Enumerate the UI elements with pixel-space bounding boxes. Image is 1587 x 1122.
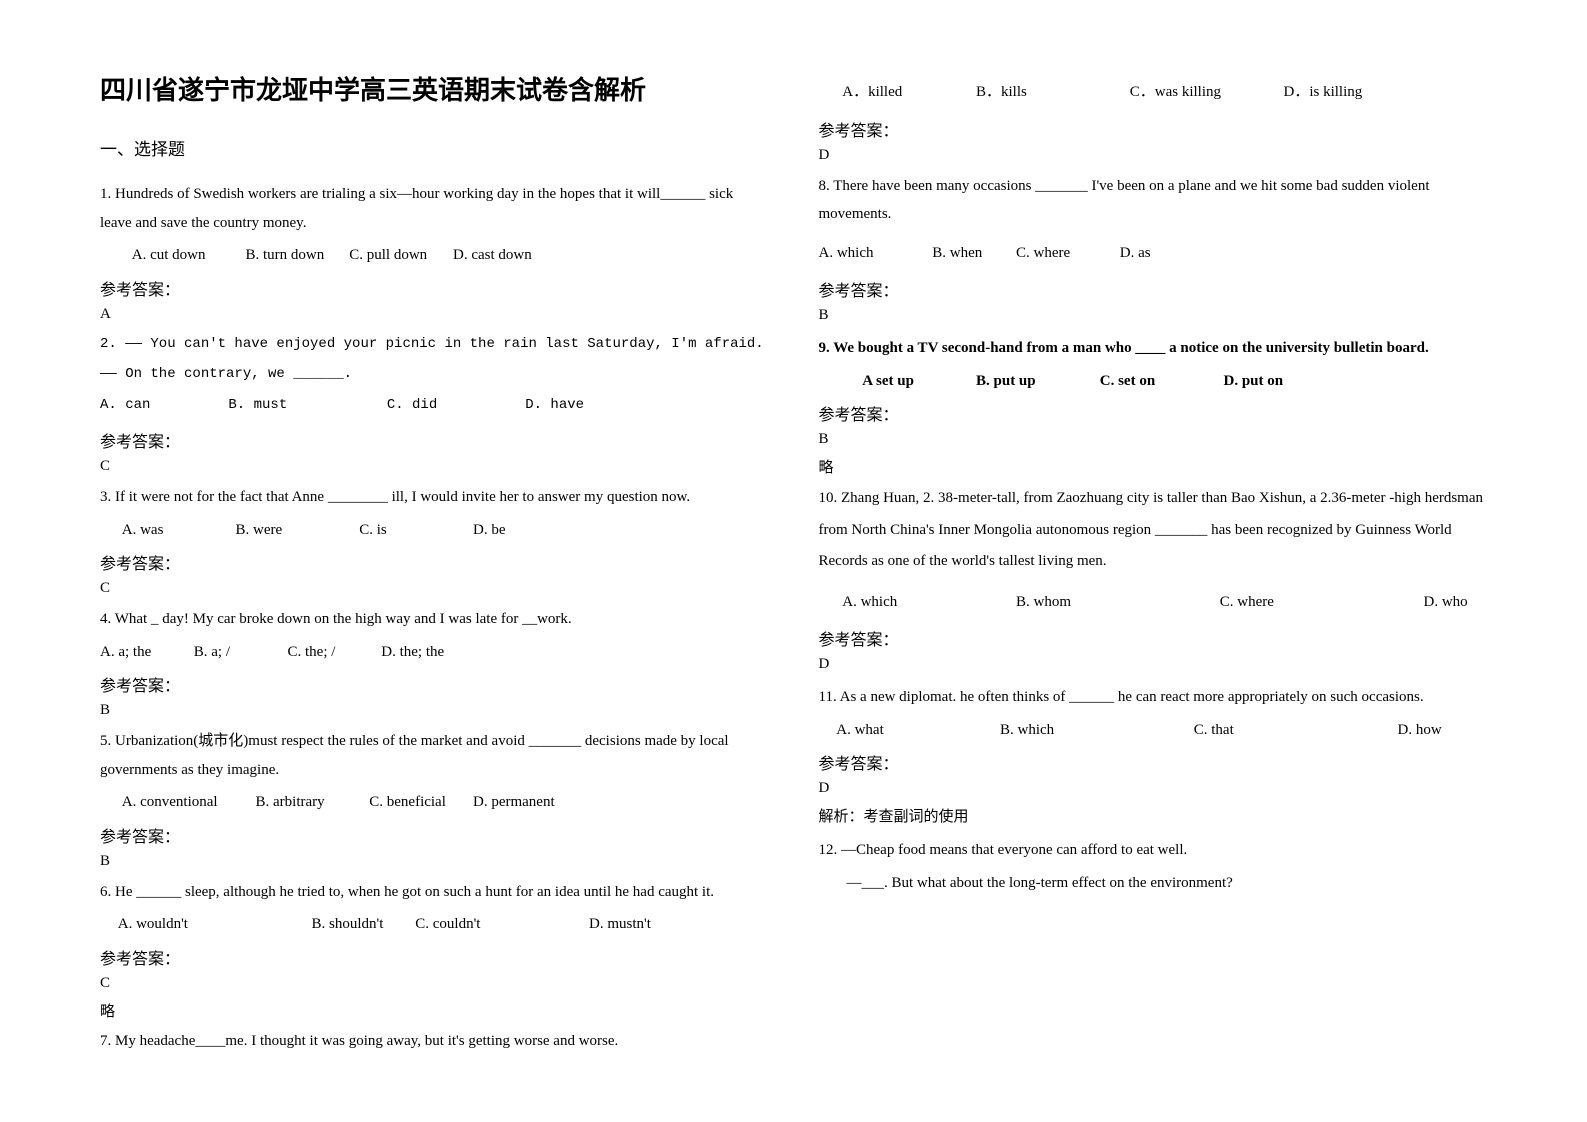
q9-ans: B xyxy=(819,431,1488,448)
q4-ans-label: 参考答案： xyxy=(100,672,769,696)
q2-opt-d: D. have xyxy=(525,392,584,419)
q8-options: A. which B. when C. where D. as xyxy=(819,239,1488,268)
q5-text: 5. Urbanization(城市化)must respect the rul… xyxy=(100,727,769,784)
q7-options: A．killed B．kills C．was killing D．is kill… xyxy=(819,78,1488,107)
q9-ans-label: 参考答案： xyxy=(819,401,1488,425)
q3-opt-d: D. be xyxy=(473,516,506,545)
left-column: 四川省遂宁市龙垭中学高三英语期末试卷含解析 一、选择题 1. Hundreds … xyxy=(100,70,799,1082)
q6-ans-label: 参考答案： xyxy=(100,945,769,969)
q7-text: 7. My headache____me. I thought it was g… xyxy=(100,1027,769,1056)
q8-text: 8. There have been many occasions ______… xyxy=(819,172,1488,229)
q6-ans: C xyxy=(100,975,769,992)
q9-options: A set up B. put up C. set on D. put on xyxy=(819,367,1488,396)
q5-options: A. conventional B. arbitrary C. benefici… xyxy=(100,788,769,817)
section-heading: 一、选择题 xyxy=(100,135,769,160)
q8-opt-d: D. as xyxy=(1120,239,1151,268)
q2-line2: —— On the contrary, we ______. xyxy=(100,361,769,388)
q7-opt-b: B．kills xyxy=(976,78,1126,107)
q11-explain: 解析：考查副词的使用 xyxy=(819,805,1488,826)
q9-opt-b: B. put up xyxy=(976,367,1096,396)
q1-opt-d: D. cast down xyxy=(453,241,532,270)
q9-opt-a: A set up xyxy=(862,367,972,396)
q3-ans-label: 参考答案： xyxy=(100,550,769,574)
q10-opt-b: B. whom xyxy=(1016,588,1216,617)
q4-opt-c: C. the; / xyxy=(288,638,378,667)
q12-line2: —___. But what about the long-term effec… xyxy=(819,869,1488,898)
q1-opt-c: C. pull down xyxy=(349,241,449,270)
q11-opt-a: A. what xyxy=(836,716,996,745)
q2-opt-a: A. can xyxy=(100,392,220,419)
q1-ans-label: 参考答案： xyxy=(100,276,769,300)
q2-opt-c: C. did xyxy=(387,392,517,419)
q5-opt-d: D. permanent xyxy=(473,788,555,817)
q10-text: 10. Zhang Huan, 2. 38-meter-tall, from Z… xyxy=(819,483,1488,578)
q10-ans-label: 参考答案： xyxy=(819,626,1488,650)
q4-options: A. a; the B. a; / C. the; / D. the; the xyxy=(100,638,769,667)
q5-opt-c: C. beneficial xyxy=(369,788,469,817)
q11-opt-d: D. how xyxy=(1398,716,1442,745)
q6-extra: 略 xyxy=(100,1000,769,1021)
q8-opt-a: A. which xyxy=(819,239,929,268)
q11-text: 11. As a new diplomat. he often thinks o… xyxy=(819,683,1488,712)
q7-opt-a: A．killed xyxy=(842,78,972,107)
page: 四川省遂宁市龙垭中学高三英语期末试卷含解析 一、选择题 1. Hundreds … xyxy=(0,0,1587,1122)
q11-ans-label: 参考答案： xyxy=(819,750,1488,774)
q1-options: A. cut down B. turn down C. pull down D.… xyxy=(100,241,769,270)
q4-opt-a: A. a; the xyxy=(100,638,190,667)
q6-opt-d: D. mustn't xyxy=(589,910,651,939)
q2-ans-label: 参考答案： xyxy=(100,428,769,452)
q10-ans: D xyxy=(819,656,1488,673)
q4-opt-d: D. the; the xyxy=(381,638,444,667)
q6-text: 6. He ______ sleep, although he tried to… xyxy=(100,878,769,907)
q11-opt-c: C. that xyxy=(1194,716,1394,745)
q5-opt-a: A. conventional xyxy=(122,788,252,817)
q2-opt-b: B. must xyxy=(228,392,378,419)
q6-opt-b: B. shouldn't xyxy=(312,910,412,939)
q5-ans-label: 参考答案： xyxy=(100,823,769,847)
q11-options: A. what B. which C. that D. how xyxy=(819,716,1488,745)
q9-extra: 略 xyxy=(819,456,1488,477)
q9-text: 9. We bought a TV second-hand from a man… xyxy=(819,334,1488,363)
q1-opt-b: B. turn down xyxy=(246,241,346,270)
q8-ans-label: 参考答案： xyxy=(819,277,1488,301)
q3-options: A. was B. were C. is D. be xyxy=(100,516,769,545)
q7-ans: D xyxy=(819,147,1488,164)
q6-options: A. wouldn't B. shouldn't C. couldn't D. … xyxy=(100,910,769,939)
q8-ans: B xyxy=(819,307,1488,324)
q2-ans: C xyxy=(100,458,769,475)
q7-ans-label: 参考答案： xyxy=(819,117,1488,141)
q5-opt-b: B. arbitrary xyxy=(256,788,366,817)
q10-opt-c: C. where xyxy=(1220,588,1420,617)
q1-opt-a: A. cut down xyxy=(132,241,242,270)
q11-opt-b: B. which xyxy=(1000,716,1190,745)
doc-title: 四川省遂宁市龙垭中学高三英语期末试卷含解析 xyxy=(100,70,769,107)
q2-options: A. can B. must C. did D. have xyxy=(100,392,769,419)
q2-line1: 2. —— You can't have enjoyed your picnic… xyxy=(100,331,769,358)
q11-ans: D xyxy=(819,780,1488,797)
q1-ans: A xyxy=(100,306,769,323)
q10-opt-d: D. who xyxy=(1424,588,1468,617)
q6-opt-a: A. wouldn't xyxy=(118,910,308,939)
q1-text: 1. Hundreds of Swedish workers are trial… xyxy=(100,180,769,237)
q3-opt-b: B. were xyxy=(236,516,356,545)
q3-text: 3. If it were not for the fact that Anne… xyxy=(100,483,769,512)
q9-opt-d: D. put on xyxy=(1224,367,1284,396)
q3-opt-a: A. was xyxy=(122,516,232,545)
q6-opt-c: C. couldn't xyxy=(415,910,585,939)
q5-ans: B xyxy=(100,853,769,870)
q4-opt-b: B. a; / xyxy=(194,638,284,667)
q12-line1: 12. —Cheap food means that everyone can … xyxy=(819,836,1488,865)
q3-opt-c: C. is xyxy=(359,516,469,545)
q10-opt-a: A. which xyxy=(842,588,1012,617)
q8-opt-b: B. when xyxy=(932,239,1012,268)
q7-opt-c: C．was killing xyxy=(1130,78,1280,107)
right-column: A．killed B．kills C．was killing D．is kill… xyxy=(799,70,1498,1082)
q8-opt-c: C. where xyxy=(1016,239,1116,268)
q9-opt-c: C. set on xyxy=(1100,367,1220,396)
q4-ans: B xyxy=(100,702,769,719)
q4-text: 4. What _ day! My car broke down on the … xyxy=(100,605,769,634)
q7-opt-d: D．is killing xyxy=(1284,78,1363,107)
q3-ans: C xyxy=(100,580,769,597)
q10-options: A. which B. whom C. where D. who xyxy=(819,588,1488,617)
